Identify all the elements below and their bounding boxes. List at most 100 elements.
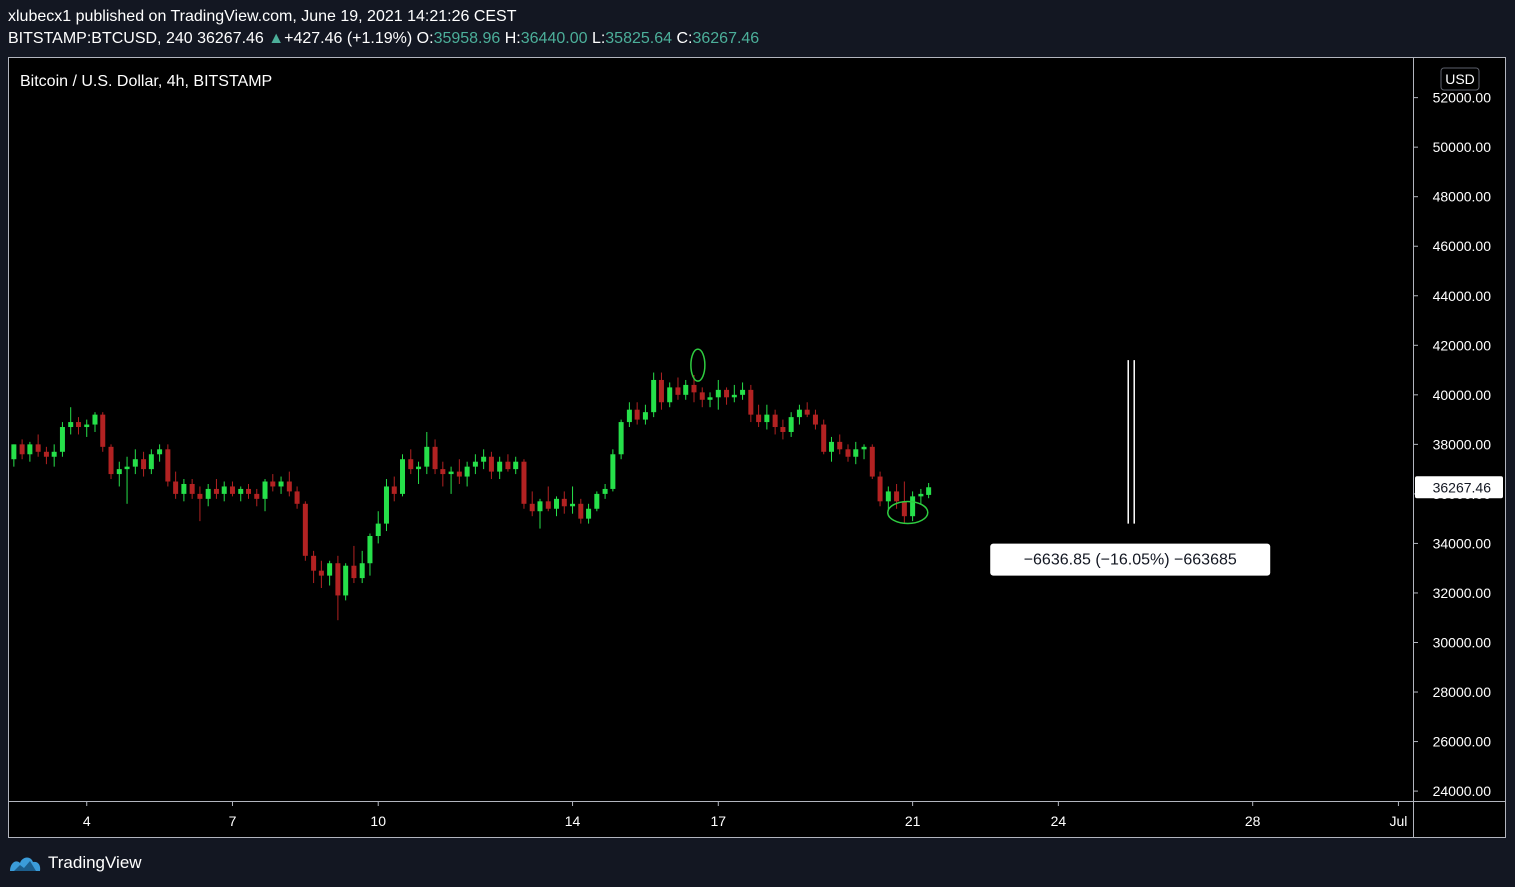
currency-button-label[interactable]: USD (1445, 71, 1475, 87)
y-tick-label: 34000.00 (1433, 535, 1492, 551)
currency-button[interactable]: USD (1440, 67, 1480, 91)
candle-body (408, 459, 414, 470)
x-tick-label: 7 (229, 813, 237, 829)
candle-body (545, 501, 551, 509)
candle-body (116, 469, 122, 475)
candle-body (537, 501, 543, 512)
candle (375, 511, 381, 544)
candle-body (658, 379, 664, 403)
candle (780, 419, 786, 440)
candle (189, 479, 195, 499)
candle (545, 486, 551, 512)
candle-body (246, 488, 252, 494)
x-tick-label: 14 (565, 813, 581, 829)
candle-body (440, 469, 446, 475)
candle-body (707, 397, 713, 400)
y-tick-label: 46000.00 (1433, 238, 1492, 254)
candle-body (359, 563, 365, 579)
candle-body (343, 565, 349, 596)
candle (537, 498, 543, 529)
candle-body (586, 508, 592, 519)
chart-header: xlubecx1 published on TradingView.com, J… (8, 6, 1508, 50)
candle-body (367, 535, 373, 564)
candle (294, 486, 300, 509)
candle-body (634, 409, 640, 420)
candle-body (181, 483, 187, 494)
candle-body (618, 422, 624, 455)
candle-body (189, 483, 195, 494)
candle (19, 439, 25, 460)
candle (278, 476, 284, 494)
candle-body (699, 392, 705, 400)
candle-body (294, 491, 300, 504)
price-axis[interactable]: 24000.00 26000.00 28000.00 30000.00 32000.00… (1413, 90, 1503, 799)
y-tick-label: 30000.00 (1433, 634, 1492, 650)
annotations-group: −6636.85 (−16.05%) −663685 (690, 348, 1271, 576)
currency-button-frame[interactable] (1440, 67, 1480, 91)
candle-body (715, 389, 721, 398)
candle (343, 563, 349, 601)
candle-body (318, 570, 324, 576)
candle-body (845, 449, 851, 457)
candle (845, 444, 851, 462)
candle-body (683, 384, 689, 395)
candle-body (100, 414, 106, 447)
candle-body (456, 471, 462, 477)
last-price-tag (1415, 476, 1503, 499)
time-axis[interactable]: 4 7 10 14 17 21 24 28 Jul (83, 801, 1408, 829)
candle-body (173, 481, 179, 494)
candle-body (254, 493, 260, 499)
candle (311, 550, 317, 584)
candle (424, 431, 430, 475)
candle (205, 483, 211, 507)
candle (529, 491, 535, 517)
candle-body (157, 449, 163, 455)
y-tick-label: 38000.00 (1433, 436, 1492, 452)
tradingview-footer[interactable]: TradingView (8, 850, 142, 876)
candle (683, 379, 689, 400)
candle-body (351, 565, 357, 579)
candle (440, 461, 446, 487)
candle-body (570, 503, 576, 507)
candle-body (642, 412, 648, 420)
candle-body (27, 444, 33, 455)
candle (699, 387, 705, 408)
candle-body (311, 555, 317, 571)
candle (408, 449, 414, 475)
candle (869, 444, 875, 480)
candle (383, 479, 389, 532)
candle (828, 436, 834, 462)
candle (464, 461, 470, 487)
candle-body (391, 486, 397, 494)
candle-body (238, 488, 244, 494)
chart-frame[interactable]: Bitcoin / U.S. Dollar, 4h, BITSTAMP −663… (8, 57, 1506, 838)
candle (416, 461, 422, 484)
candle-body (578, 503, 584, 519)
candle-body (505, 461, 511, 470)
candle (731, 384, 737, 403)
candle (521, 459, 527, 509)
candle-body (68, 422, 74, 428)
candle-body (756, 414, 762, 423)
candle-body (926, 487, 932, 495)
candle-body (400, 459, 406, 494)
candle-body (84, 424, 90, 428)
candle-body (731, 394, 737, 398)
candle-body (853, 449, 859, 457)
candle-body (35, 444, 41, 452)
candle (618, 419, 624, 460)
candle (165, 444, 171, 487)
candle (885, 486, 891, 512)
candle-body (885, 491, 891, 502)
candle-body (132, 459, 138, 467)
candle-body (724, 389, 730, 398)
candle (578, 498, 584, 524)
symbol-ohlc-line: BITSTAMP:BTCUSD, 240 36267.46 ▲+427.46 (… (8, 28, 1508, 50)
candle (561, 491, 567, 514)
candle (756, 404, 762, 428)
candle-body (561, 498, 567, 507)
candle-body (424, 446, 430, 467)
candle-body (804, 409, 810, 415)
candlestick-chart[interactable]: Bitcoin / U.S. Dollar, 4h, BITSTAMP −663… (9, 58, 1505, 837)
candle-body (594, 493, 600, 509)
